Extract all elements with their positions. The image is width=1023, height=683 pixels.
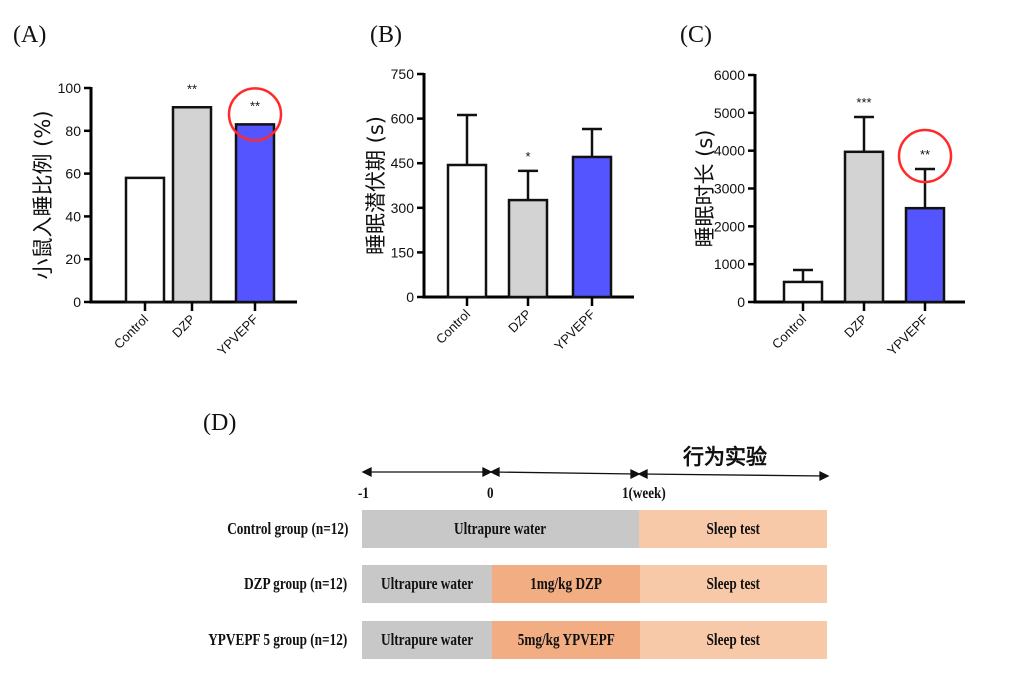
y-tick-label: 40 — [65, 208, 81, 224]
y-tick-label: 0 — [73, 294, 81, 310]
bar-dzp — [507, 198, 549, 299]
y-tick-label: 2000 — [714, 218, 745, 234]
y-tick-label: 300 — [391, 200, 415, 216]
x-tick-label: YPVEPF — [214, 311, 261, 358]
bar-dzp — [843, 150, 885, 304]
significance-marker: ** — [250, 98, 260, 113]
segment-text: Ultrapure water — [380, 574, 474, 593]
segment-ypvepf-sleep-test: Sleep test — [640, 621, 827, 659]
x-tick-label: Control — [111, 311, 151, 351]
bar-control — [446, 163, 488, 299]
x-tick-label: DZP — [505, 307, 534, 336]
segment-dzp-water: Ultrapure water — [362, 565, 492, 603]
significance-marker: * — [525, 149, 530, 164]
segment-ypvepf-treatment: 5mg/kg YPVEPF — [492, 621, 640, 659]
segment-text: 1mg/kg DZP — [530, 574, 602, 593]
y-axis-label: 睡眠时长 (s) — [693, 129, 717, 247]
y-axis-label: 小鼠入睡比例 (%) — [31, 110, 55, 279]
x-tick-label: Control — [433, 306, 473, 346]
arrowhead-left — [361, 466, 372, 478]
significance-marker: ** — [187, 81, 197, 96]
y-tick-label: 0 — [406, 289, 414, 305]
x-tick-label: YPVEPF — [884, 311, 931, 358]
panel-label-b: (B) — [370, 22, 402, 48]
chart-c: 0 1000 2000 3000 4000 5000 6000 睡眠时长 (s) Control… — [693, 67, 965, 358]
x-tick-label: Control — [769, 311, 809, 351]
group-label-ypvepf: YPVEPF 5 group (n=12) — [207, 630, 347, 649]
y-tick-label: 6000 — [714, 67, 745, 83]
highlight-circle — [897, 128, 953, 184]
x-tick-label: YPVEPF — [551, 306, 598, 353]
y-tick-label: 20 — [65, 251, 81, 267]
highlight-circle — [227, 87, 283, 142]
bar-control — [782, 280, 824, 304]
segment-text: Sleep test — [706, 630, 761, 649]
chart-b: 0 150 300 450 600 750 睡眠潜伏期 (s) Control DZP * YPVE… — [364, 66, 634, 353]
y-tick-label: 0 — [737, 294, 745, 310]
y-tick-label: 60 — [65, 166, 81, 182]
segment-ypvepf-water: Ultrapure water — [362, 621, 492, 659]
segment-text: Ultrapure water — [454, 519, 547, 538]
significance-marker: *** — [856, 95, 871, 110]
y-tick-label: 3000 — [714, 181, 745, 197]
significance-marker: ** — [920, 147, 930, 162]
bar-ypvepf — [904, 206, 946, 304]
timeline-arrow-segment-2 — [492, 471, 638, 475]
group-label-dzp: DZP group (n=12) — [243, 574, 347, 593]
arrowhead-right — [630, 468, 641, 480]
segment-text: 5mg/kg YPVEPF — [517, 630, 615, 649]
bar-ypvepf — [234, 123, 276, 304]
segment-text: Sleep test — [706, 574, 761, 593]
y-tick-label: 4000 — [714, 143, 745, 159]
panel-label-d: (D) — [203, 410, 237, 436]
y-tick-label: 600 — [391, 111, 415, 127]
segment-text: Sleep test — [706, 519, 760, 538]
arrowhead-left — [489, 466, 500, 478]
y-tick-label: 450 — [391, 155, 415, 171]
timeline-tick-1-week: 1(week) — [622, 485, 666, 502]
segment-dzp-treatment: 1mg/kg DZP — [492, 565, 640, 603]
timeline-tick-0: 0 — [487, 485, 494, 502]
phase-title: 行为实验 — [683, 445, 767, 469]
y-axis-label: 睡眠潜伏期 (s) — [364, 116, 388, 255]
bar-dzp — [171, 106, 213, 304]
bar-ypvepf — [571, 155, 613, 299]
y-tick-label: 5000 — [714, 105, 745, 121]
panel-label-c: (C) — [680, 22, 712, 48]
timeline-arrow-segment-3 — [640, 473, 826, 477]
bar-control — [124, 176, 166, 304]
x-tick-label: DZP — [169, 312, 198, 341]
y-tick-label: 1000 — [714, 256, 745, 272]
arrowhead-right — [819, 470, 830, 482]
arrowhead-right — [482, 466, 493, 478]
y-tick-label: 150 — [391, 244, 415, 260]
segment-control-sleep-test: Sleep test — [639, 510, 827, 548]
timeline-tick-minus1: -1 — [358, 485, 369, 502]
panel-label-a: (A) — [13, 22, 47, 48]
segment-text: Ultrapure water — [380, 630, 474, 649]
group-label-control: Control group (n=12) — [226, 519, 348, 538]
x-tick-label: DZP — [841, 312, 870, 341]
arrowhead-left — [637, 468, 648, 480]
y-tick-label: 80 — [65, 123, 81, 139]
y-tick-label: 100 — [58, 80, 82, 96]
segment-dzp-sleep-test: Sleep test — [640, 565, 827, 603]
y-tick-label: 750 — [391, 66, 415, 82]
segment-control-water: Ultrapure water — [362, 510, 639, 548]
